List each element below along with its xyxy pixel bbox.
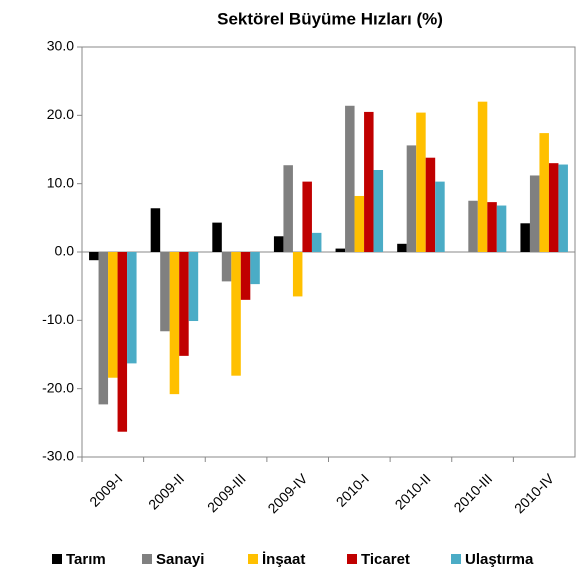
y-tick-label: -10.0 — [42, 311, 74, 327]
x-tick-label: 2010-I — [333, 470, 372, 509]
x-tick-label: 2010-III — [450, 470, 495, 515]
bar — [212, 222, 222, 252]
bar — [240, 252, 251, 300]
bar — [477, 101, 488, 253]
bar — [520, 223, 530, 252]
legend-swatch — [451, 554, 461, 564]
legend-label: Tarım — [66, 551, 106, 568]
x-tick-label: 2009-III — [204, 470, 249, 515]
bar — [425, 157, 436, 252]
bar — [250, 252, 260, 285]
bar — [108, 252, 118, 378]
bar — [273, 236, 284, 252]
legend-label: Sanayi — [156, 551, 204, 568]
legend-swatch — [52, 554, 62, 564]
legend-label: İnşaat — [262, 551, 305, 568]
bar — [548, 163, 559, 252]
bar — [487, 202, 497, 252]
bar — [292, 252, 303, 297]
bar — [179, 252, 189, 356]
y-tick-label: 30.0 — [47, 38, 74, 54]
legend-label: Ulaştırma — [465, 551, 534, 568]
bar — [98, 252, 109, 405]
bar — [468, 200, 478, 252]
bar — [416, 112, 426, 252]
y-tick-label: -20.0 — [42, 379, 74, 395]
legend-swatch — [142, 554, 152, 564]
bar — [160, 252, 170, 332]
bar — [302, 181, 312, 252]
bar — [335, 248, 346, 252]
y-tick-label: -30.0 — [42, 448, 74, 464]
bar — [345, 105, 355, 253]
y-tick-label: 0.0 — [55, 243, 75, 259]
bar — [529, 175, 540, 252]
bar — [406, 145, 417, 252]
bar — [283, 165, 293, 252]
bar — [169, 252, 180, 395]
x-tick-label: 2009-I — [86, 470, 125, 509]
bar — [221, 252, 232, 282]
legend-swatch — [347, 554, 357, 564]
x-tick-label: 2010-IV — [511, 470, 557, 516]
bar — [496, 205, 507, 252]
bar — [539, 133, 549, 252]
bar — [89, 252, 99, 261]
x-tick-label: 2009-II — [145, 470, 187, 512]
legend-swatch — [248, 554, 258, 564]
legend-label: Ticaret — [361, 551, 410, 568]
bar — [150, 208, 161, 252]
bar — [311, 232, 322, 252]
y-tick-label: 20.0 — [47, 106, 74, 122]
bar — [231, 252, 241, 376]
chart-title: Sektörel Büyüme Hızları (%) — [217, 9, 443, 28]
y-tick-label: 10.0 — [47, 174, 74, 190]
x-tick-label: 2010-II — [392, 470, 434, 512]
x-tick-label: 2009-IV — [264, 470, 310, 516]
bar — [397, 243, 407, 252]
bar — [127, 252, 137, 364]
bar — [354, 195, 365, 252]
bar — [373, 170, 384, 252]
bar — [364, 111, 374, 253]
bar — [558, 164, 568, 252]
bar — [117, 252, 128, 432]
bar — [435, 181, 445, 252]
bar — [188, 252, 199, 322]
